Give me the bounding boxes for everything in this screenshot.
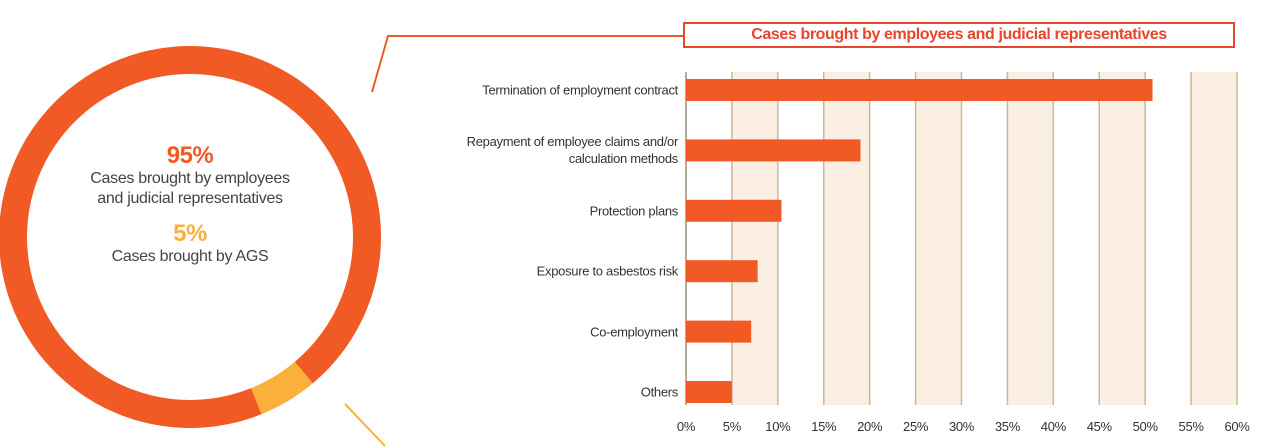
callout-line (371, 35, 683, 93)
bar (686, 79, 1153, 101)
callout-line (344, 403, 386, 447)
category-label: Cases brought by employees and judicial … (90, 170, 290, 207)
y-tick-label: Co-employment (590, 324, 678, 340)
x-tick-label: 0% (676, 419, 696, 434)
x-tick-label: 35% (994, 419, 1020, 434)
bar (686, 381, 732, 403)
grid-band (731, 72, 778, 405)
x-tick-label: 45% (1086, 419, 1112, 434)
grid-band (823, 72, 870, 405)
grid-band (1191, 72, 1237, 405)
x-tick-label: 10% (765, 419, 791, 434)
bar (686, 139, 861, 162)
x-tick-label: 50% (1132, 419, 1158, 434)
x-tick-label: 55% (1178, 419, 1204, 434)
category-label: Cases brought by AGS (111, 248, 269, 265)
grid-band (1099, 72, 1146, 405)
value-label: 5% (173, 220, 207, 247)
donut-slice (251, 361, 313, 415)
y-tick-label: Exposure to asbestos risk (536, 263, 679, 279)
value-label: 95% (166, 142, 214, 169)
bar (686, 320, 752, 343)
x-tick-label: 30% (948, 419, 975, 434)
grid-band (915, 72, 962, 405)
x-tick-label: 20% (857, 419, 883, 434)
x-tick-label: 25% (903, 419, 929, 434)
grid-band (1007, 72, 1054, 405)
bar (686, 260, 758, 283)
chart-title: Cases brought by employees and judicial … (683, 22, 1235, 48)
y-tick-label: Protection plans (589, 203, 679, 219)
x-tick-label: 40% (1040, 419, 1066, 434)
x-tick-label: 15% (811, 419, 837, 434)
donut-center-label: 95% Cases brought by employees and judic… (60, 143, 320, 267)
y-tick-label: Repayment of employee claims and/or calc… (466, 134, 679, 167)
x-tick-label: 5% (722, 419, 742, 434)
x-tick-label: 60% (1224, 419, 1250, 434)
y-tick-label: Others (640, 384, 679, 400)
y-tick-label: Termination of employment contract (482, 82, 678, 98)
bar (686, 199, 782, 222)
